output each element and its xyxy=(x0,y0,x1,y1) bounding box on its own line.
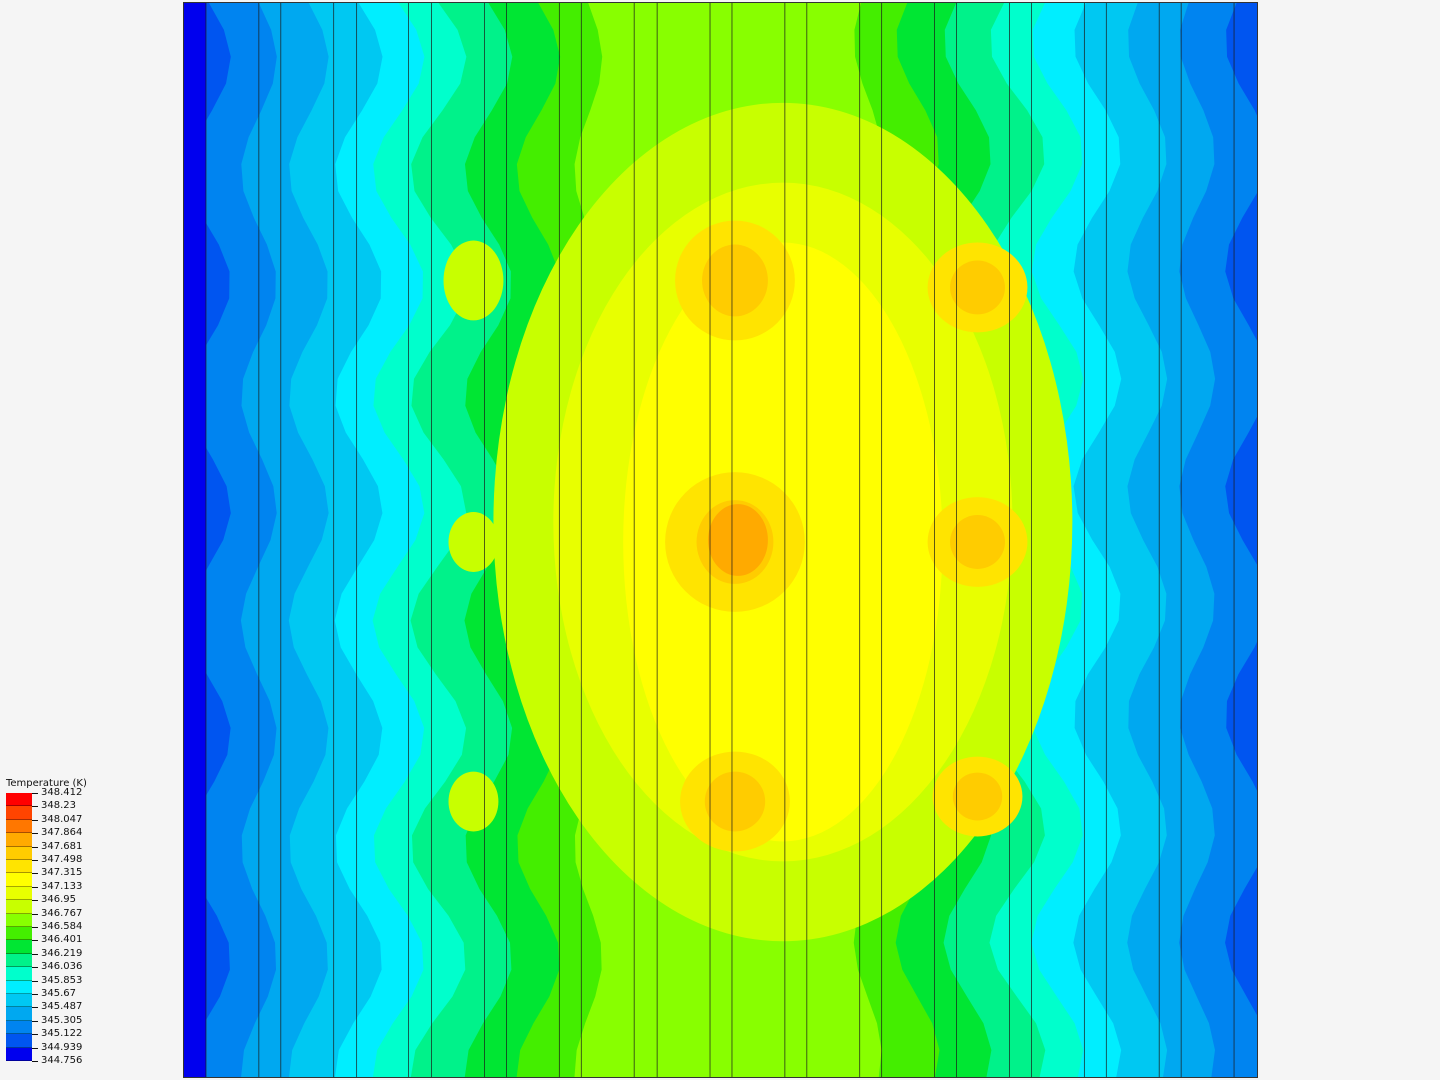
legend-swatch xyxy=(6,886,32,901)
legend-swatch xyxy=(6,819,32,834)
hot-spot-peak xyxy=(708,504,768,576)
legend-swatch xyxy=(6,994,32,1008)
hot-spot xyxy=(448,771,499,832)
legend-tick xyxy=(32,1034,38,1036)
legend-tick-label: 348.047 xyxy=(41,813,83,825)
legend-tick-label: 347.498 xyxy=(41,854,83,865)
legend-tick-label: 347.864 xyxy=(41,827,83,839)
legend-swatch xyxy=(6,940,32,954)
legend-tick-label: 345.853 xyxy=(41,974,83,986)
hot-spot-inner xyxy=(952,772,1003,821)
legend-tick xyxy=(32,953,38,955)
legend-tick-label: 348.23 xyxy=(41,800,76,812)
legend-tick-label: 347.133 xyxy=(41,880,83,892)
legend-swatch xyxy=(6,980,32,994)
legend-swatch xyxy=(6,900,32,914)
temperature-contour-viewport[interactable] xyxy=(183,2,1258,1078)
legend-tick xyxy=(32,793,38,794)
legend-tick-label: 347.315 xyxy=(41,867,83,879)
hot-spot-inner xyxy=(702,244,768,317)
legend-swatch xyxy=(6,1020,32,1035)
legend-swatch xyxy=(6,913,32,927)
legend-tick xyxy=(32,886,38,888)
legend-swatch xyxy=(6,1007,32,1021)
legend-tick-label: 346.767 xyxy=(41,907,83,919)
legend-tick xyxy=(32,980,38,982)
legend-tick-label: 346.584 xyxy=(41,921,83,932)
legend-tick xyxy=(32,1007,38,1009)
hot-spot-peak xyxy=(968,262,989,289)
hot-spot xyxy=(443,240,504,321)
legend-tick xyxy=(32,1061,38,1062)
legend-tick-label: 346.95 xyxy=(41,894,76,906)
legend-swatch xyxy=(6,927,32,941)
temperature-contour-plot xyxy=(184,3,1257,1077)
legend-tick-label: 345.305 xyxy=(41,1014,83,1026)
color-legend: Temperature (K) 348.412 348.23 348.047 347.… xyxy=(6,778,166,1073)
legend-swatch xyxy=(6,873,32,887)
legend-tick xyxy=(32,806,38,808)
legend-tick xyxy=(32,833,38,835)
legend-tick xyxy=(32,819,38,821)
legend-tick xyxy=(32,913,38,915)
legend-tick-label: 344.756 xyxy=(41,1055,83,1066)
legend-tick xyxy=(32,967,38,969)
legend-swatch xyxy=(6,846,32,860)
legend-swatch xyxy=(6,967,32,981)
legend-tick-label: 348.412 xyxy=(41,787,83,798)
legend-scale: 348.412 348.23 348.047 347.864 347.681 347.49… xyxy=(6,787,166,1073)
legend-tick xyxy=(32,873,38,875)
legend-tick-label: 346.219 xyxy=(41,947,83,959)
legend-tick-label: 345.487 xyxy=(41,1001,83,1013)
legend-tick-label: 344.939 xyxy=(41,1041,83,1053)
legend-tick xyxy=(32,1047,38,1049)
hot-spot-inner xyxy=(950,515,1005,569)
legend-swatch xyxy=(6,793,32,807)
legend-tick xyxy=(32,994,38,995)
legend-tick xyxy=(32,846,38,848)
legend-tick xyxy=(32,900,38,902)
legend-swatch xyxy=(6,860,32,874)
legend-swatch xyxy=(6,1047,32,1061)
legend-tick-label: 346.036 xyxy=(41,961,83,973)
legend-tick xyxy=(32,860,38,861)
legend-tick-label: 345.67 xyxy=(41,988,76,999)
legend-swatch xyxy=(6,1034,32,1048)
legend-swatch xyxy=(6,953,32,968)
legend-tick-label: 346.401 xyxy=(41,934,83,946)
legend-tick xyxy=(32,1020,38,1022)
hot-spot-inner xyxy=(704,771,766,832)
legend-swatch xyxy=(6,806,32,820)
legend-title: Temperature (K) xyxy=(6,778,87,789)
legend-swatch xyxy=(6,833,32,847)
legend-tick-label: 347.681 xyxy=(41,840,83,852)
legend-tick xyxy=(32,927,38,928)
legend-tick xyxy=(32,940,38,942)
contour-band-cold-edge xyxy=(184,3,206,1077)
hot-spot xyxy=(448,512,499,572)
legend-tick-label: 345.122 xyxy=(41,1028,83,1040)
